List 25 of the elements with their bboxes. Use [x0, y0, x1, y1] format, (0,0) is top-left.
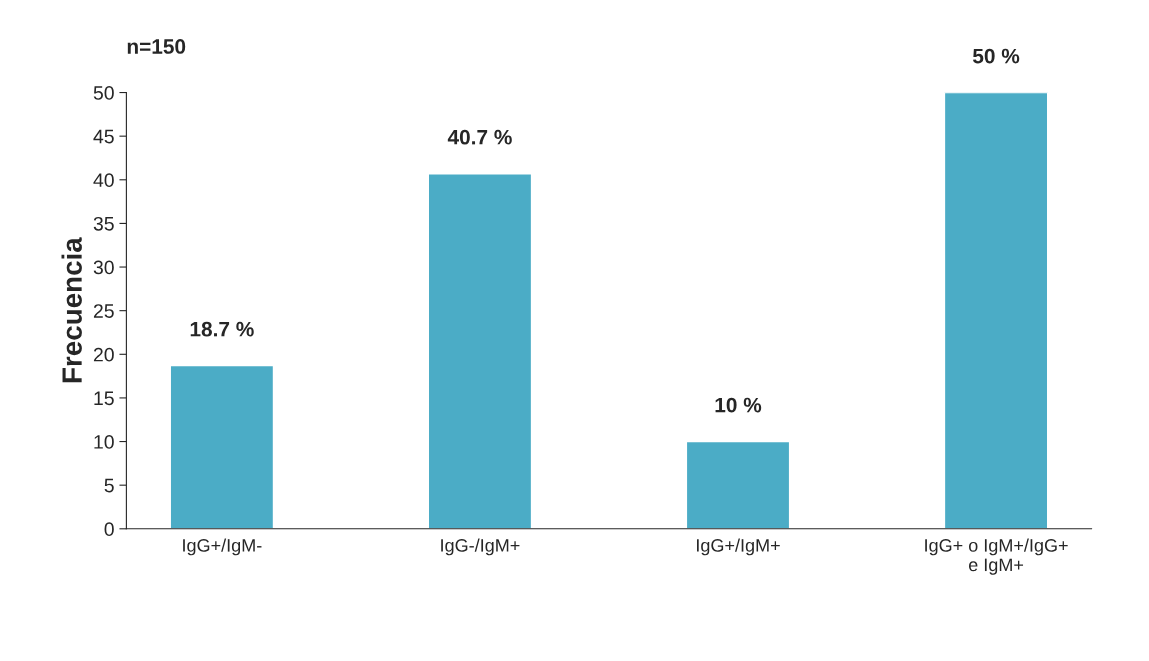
- data-label: 18.7 %: [190, 321, 254, 337]
- data-label: 40.7 %: [447, 129, 512, 145]
- y-tick-label: 10: [94, 435, 114, 449]
- y-tick-label: 40: [93, 173, 114, 188]
- y-tick-label: 20: [93, 347, 114, 362]
- x-tick-label: IgG-/IgM+: [441, 538, 520, 556]
- bar: [427, 172, 533, 529]
- chart-title: n=150: [127, 39, 186, 54]
- y-tick-label: 25: [93, 304, 114, 318]
- y-tick-label: 0: [104, 522, 114, 537]
- y-axis-title: Frecuencia: [61, 237, 82, 383]
- y-tick-label: 30: [93, 260, 114, 275]
- y-tick-label: 15: [94, 391, 114, 406]
- bar: [943, 92, 1049, 529]
- data-label: 10 %: [715, 397, 762, 413]
- x-tick-label: IgG+/IgM-: [183, 538, 262, 556]
- bar: [169, 364, 275, 529]
- y-tick-label: 45: [93, 129, 114, 144]
- bar: [685, 440, 791, 529]
- y-tick-label: 50: [93, 86, 114, 100]
- data-label: 50 %: [972, 48, 1020, 64]
- x-tick-label: IgG+/IgM+: [697, 538, 780, 556]
- y-tick-label: 5: [104, 478, 114, 493]
- x-tick-label: IgG+ o IgM+/IgG+ e IgM+: [925, 538, 1068, 575]
- y-tick-label: 35: [93, 216, 114, 231]
